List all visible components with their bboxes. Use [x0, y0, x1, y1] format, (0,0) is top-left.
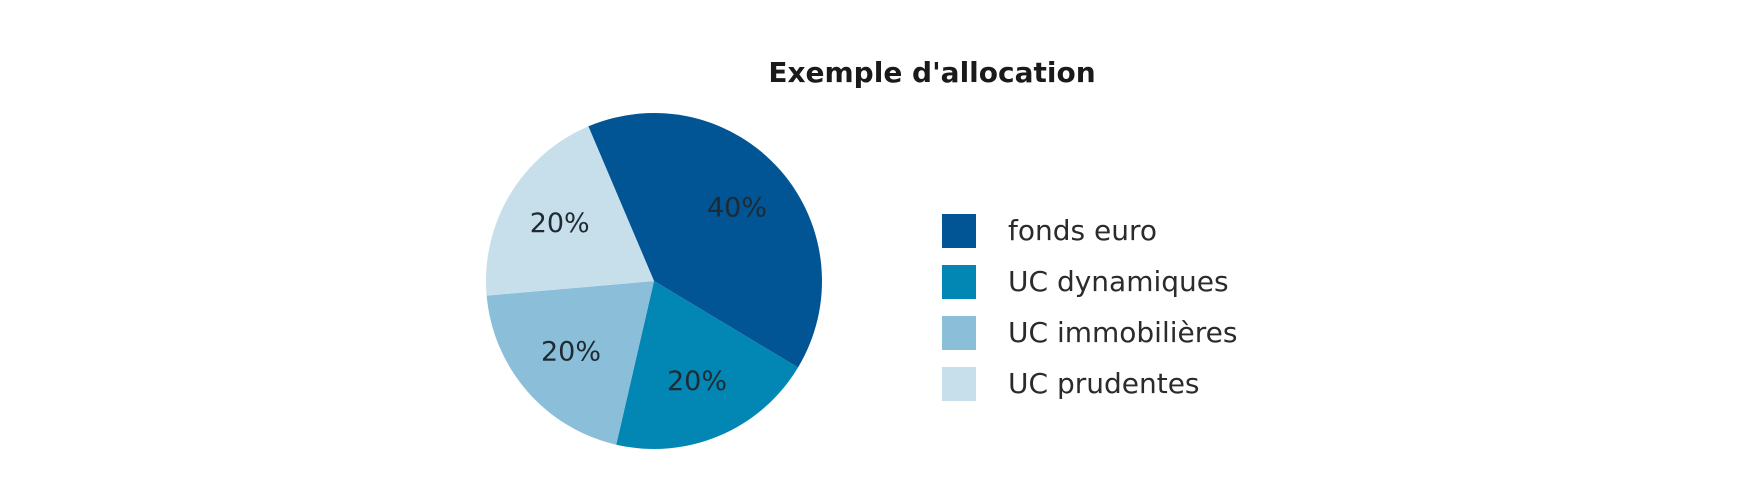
- legend-label: fonds euro: [1008, 214, 1157, 247]
- pie-slice-uc-dynamiques: [616, 281, 799, 450]
- legend-swatch: [942, 213, 976, 248]
- legend: fonds euro UC dynamiques UC immobilières…: [942, 205, 1237, 409]
- legend-swatch: [942, 264, 976, 299]
- chart-title: Exemple d'allocation: [768, 56, 1096, 89]
- legend-label: UC dynamiques: [1008, 265, 1229, 298]
- legend-item-uc-dynamiques: UC dynamiques: [942, 256, 1237, 307]
- pie-slice-uc-prudentes: [486, 126, 654, 296]
- legend-label: UC immobilières: [1008, 316, 1238, 349]
- slice-value-label: 20%: [530, 208, 590, 239]
- legend-item-uc-immobilieres: UC immobilières: [942, 307, 1237, 358]
- slice-value-label: 20%: [667, 366, 727, 397]
- legend-item-fonds-euro: fonds euro: [942, 205, 1237, 256]
- pie-slice-uc-immobili-res: [486, 281, 654, 445]
- pie-slices: [486, 113, 822, 450]
- pie-labels: 40% 20% 20% 20%: [530, 192, 767, 396]
- legend-item-uc-prudentes: UC prudentes: [942, 358, 1237, 409]
- slice-value-label: 40%: [707, 192, 767, 223]
- legend-label: UC prudentes: [1008, 367, 1200, 400]
- legend-swatch: [942, 315, 976, 350]
- slice-value-label: 20%: [541, 337, 601, 368]
- pie-slice-fonds-euro: [588, 113, 822, 368]
- legend-swatch: [942, 366, 976, 401]
